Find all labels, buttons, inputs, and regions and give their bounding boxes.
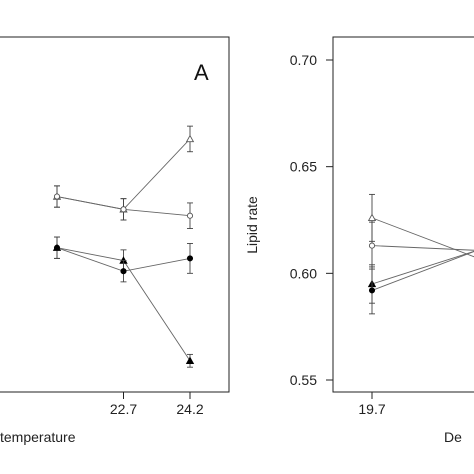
panel-b-series-filled-circle-line: [371, 251, 474, 291]
panel-a-frame: [0, 36, 230, 393]
panel-a-point-filled-circle: [53, 244, 61, 251]
panel-a-xtick-label: 22.7: [110, 401, 137, 417]
panel-b-series-open-triangle-line: [371, 217, 474, 258]
panel-a-point-open-triangle: [185, 134, 195, 143]
panel-b-xlabel: De: [444, 429, 462, 445]
panel-a-point-filled-circle: [120, 268, 127, 275]
panel-a-letter: A: [194, 60, 209, 85]
panel-b-xtick-label: 19.7: [358, 401, 385, 417]
panel-a-point-open-circle: [186, 212, 194, 219]
panel-b-point-filled-circle: [368, 287, 376, 294]
panel-a-point-open-circle: [120, 206, 127, 213]
panel-b-ytick-label: 0.60: [290, 265, 317, 281]
panel-a-xlabel: temperature: [0, 429, 76, 445]
panel-b-series-filled-triangle-line: [371, 250, 474, 285]
panel-a-xtick-label: 24.2: [176, 401, 203, 417]
panel-b-point-open-circle: [368, 242, 376, 249]
panel-b-frame: [332, 36, 474, 393]
panel-b-ytick-label: 0.65: [290, 159, 317, 175]
panel-a: A 22.7 24.2 temperature: [0, 36, 230, 445]
panel-a-point-filled-circle: [186, 255, 194, 262]
panel-b-point-open-triangle: [367, 213, 377, 222]
panel-b: 0.55 0.60 0.65 0.70 19.7 Lipid rate De: [244, 36, 474, 445]
panel-b-series-open-circle-line: [371, 245, 474, 251]
panel-b-ylabel: Lipid rate: [244, 196, 260, 254]
panel-b-ytick-label: 0.55: [290, 372, 317, 388]
panel-a-point-filled-triangle: [185, 356, 195, 364]
panel-a-point-open-circle: [53, 193, 61, 200]
panel-b-ytick-label: 0.70: [290, 52, 317, 68]
